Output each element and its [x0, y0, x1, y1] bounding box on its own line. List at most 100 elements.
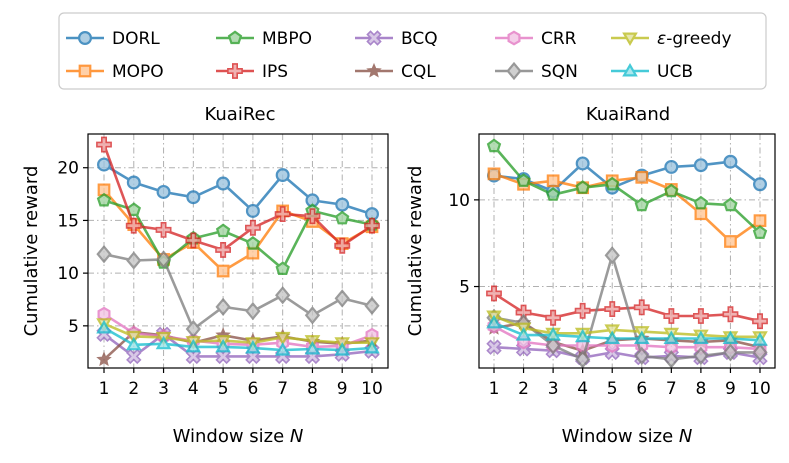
x-tick-label: 3 — [548, 379, 559, 399]
data-point — [633, 330, 650, 344]
data-point — [634, 197, 649, 212]
y-tick-label: 20 — [57, 159, 79, 179]
legend-marker — [506, 61, 522, 81]
legend-marker — [622, 32, 638, 46]
series-line — [103, 326, 373, 352]
series-ips — [96, 136, 380, 258]
legend-label: BCQ — [401, 29, 438, 49]
legend-entry-ucb — [611, 63, 649, 77]
data-point — [155, 222, 172, 238]
x-tick-label: 3 — [158, 379, 169, 399]
data-point — [335, 197, 350, 212]
data-point — [516, 173, 531, 187]
data-point — [304, 341, 321, 355]
data-point — [752, 332, 768, 346]
data-point — [486, 138, 502, 153]
data-point — [274, 331, 291, 346]
x-tick-label: 7 — [666, 379, 677, 399]
data-point — [96, 192, 112, 207]
data-point — [156, 184, 171, 199]
data-point — [274, 342, 291, 356]
data-point — [663, 350, 679, 369]
legend-entry-mopo — [66, 64, 104, 78]
legend-marker — [622, 63, 638, 77]
data-point — [487, 167, 501, 181]
series-ucb — [486, 314, 768, 346]
data-point — [186, 190, 201, 205]
data-point — [96, 351, 112, 367]
x-axis-label: Window size N — [173, 426, 304, 447]
data-point — [752, 343, 768, 362]
series-line — [102, 144, 373, 252]
data-point — [752, 225, 768, 239]
data-point — [96, 245, 112, 264]
x-tick-label: 2 — [518, 379, 529, 399]
data-point — [126, 175, 141, 190]
chart-title: KuaiRec — [204, 104, 275, 125]
data-point — [126, 251, 142, 270]
data-point — [724, 235, 737, 248]
series-ips — [486, 285, 768, 330]
data-point — [693, 346, 709, 366]
legend-label: IPS — [262, 62, 288, 82]
x-tick-label: 6 — [636, 379, 647, 399]
data-point — [604, 246, 620, 265]
x-tick-label: 10 — [749, 379, 771, 399]
data-point — [633, 299, 650, 316]
data-point — [96, 136, 112, 153]
data-point — [126, 202, 141, 216]
legend-entry-bcq — [355, 30, 393, 46]
data-point — [245, 301, 261, 321]
data-point — [185, 232, 202, 249]
data-point — [155, 250, 172, 269]
series-line — [103, 252, 373, 331]
data-point — [575, 350, 591, 369]
legend-label: CRR — [541, 29, 577, 49]
data-point — [216, 176, 231, 191]
data-point — [574, 302, 591, 319]
legend-entry-sqn — [495, 61, 533, 81]
data-point — [575, 156, 590, 171]
legend-label: ε-greedy — [657, 29, 732, 49]
data-point — [216, 264, 230, 278]
series-line — [493, 160, 761, 193]
data-point — [545, 336, 561, 355]
series-line — [103, 313, 373, 349]
data-point — [364, 217, 380, 234]
series-line — [103, 322, 372, 345]
data-point — [545, 326, 561, 341]
series-layer — [486, 138, 768, 369]
data-point — [334, 237, 351, 254]
legend-entry-crr — [495, 30, 533, 46]
legend-marker — [366, 62, 382, 78]
data-point — [722, 330, 739, 344]
data-point — [545, 309, 562, 326]
series-layer — [96, 136, 380, 367]
series-line — [493, 321, 761, 342]
data-point — [125, 217, 142, 234]
legend-label: UCB — [657, 62, 693, 82]
x-tick-label: 7 — [277, 379, 288, 399]
data-point — [635, 170, 649, 184]
data-point — [245, 236, 261, 250]
legend-entry-dorl — [66, 31, 104, 45]
data-point — [664, 159, 679, 174]
data-point — [664, 183, 679, 198]
y-axis-label: Cumulative reward — [21, 166, 42, 337]
data-point — [575, 180, 590, 194]
data-point — [335, 210, 350, 225]
data-point — [275, 261, 290, 275]
data-point — [334, 342, 351, 356]
data-point — [245, 340, 261, 354]
y-axis-label: Cumulative reward — [405, 166, 426, 337]
data-point — [274, 206, 291, 222]
plot-frame — [87, 133, 389, 369]
data-point — [692, 308, 709, 324]
legend-marker — [227, 30, 243, 45]
data-point — [663, 330, 680, 344]
legend-marker — [507, 30, 521, 46]
data-point — [634, 346, 650, 366]
data-point — [722, 306, 739, 323]
